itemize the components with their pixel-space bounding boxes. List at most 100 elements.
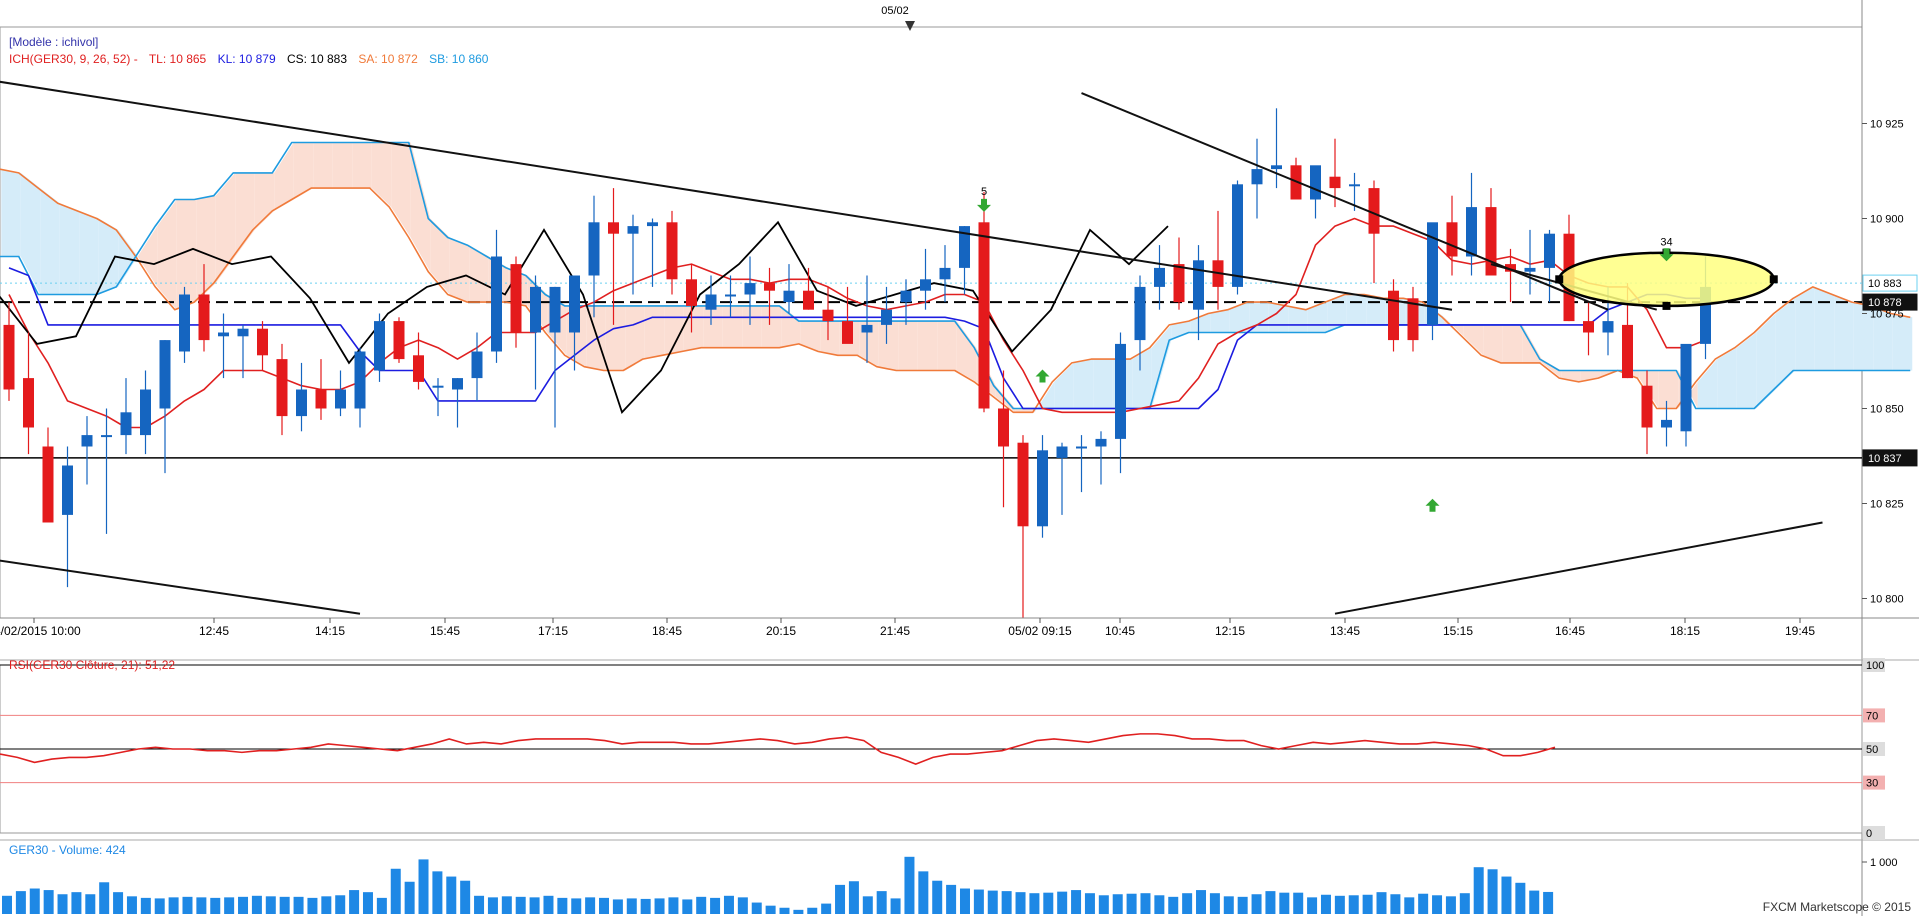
candle[interactable] [354, 347, 366, 428]
candle[interactable] [335, 370, 346, 417]
candle[interactable] [861, 275, 873, 363]
candle[interactable] [1388, 279, 1399, 352]
candle[interactable] [803, 267, 814, 310]
candle[interactable] [81, 416, 93, 485]
candle[interactable] [3, 302, 15, 401]
candle[interactable] [1076, 435, 1087, 493]
candle[interactable] [783, 264, 795, 314]
candle[interactable] [276, 343, 288, 436]
candle[interactable] [471, 332, 483, 401]
candle-body [1115, 343, 1126, 439]
ellipse-handle[interactable] [1555, 275, 1564, 284]
candle[interactable] [296, 362, 307, 432]
ellipse-handle[interactable] [1769, 275, 1778, 284]
candle[interactable] [842, 286, 853, 344]
candle[interactable] [198, 264, 210, 352]
candle[interactable] [1095, 431, 1107, 485]
price-badge [1862, 293, 1918, 311]
candle[interactable] [1407, 286, 1419, 352]
candle[interactable] [822, 286, 834, 341]
candle[interactable] [257, 321, 268, 371]
trendline[interactable] [1334, 521, 1823, 615]
candle[interactable] [1329, 138, 1341, 208]
trendline[interactable] [0, 80, 1453, 311]
cloud-segment [1873, 305, 1893, 371]
volume-bar [1209, 893, 1220, 914]
candle[interactable] [393, 317, 405, 363]
candle[interactable] [666, 210, 678, 295]
candle[interactable] [1524, 229, 1536, 295]
candle[interactable] [627, 214, 639, 295]
candle[interactable] [647, 218, 658, 287]
candle[interactable] [608, 188, 619, 325]
candle[interactable] [237, 324, 249, 379]
candle[interactable] [42, 427, 54, 523]
candle[interactable] [1505, 248, 1516, 303]
candle[interactable] [315, 359, 327, 420]
candle[interactable] [1115, 332, 1126, 474]
candle[interactable] [452, 378, 463, 428]
candle[interactable] [1134, 275, 1146, 371]
candle[interactable] [1310, 165, 1321, 219]
candle[interactable] [1173, 237, 1185, 310]
top-date-marker-icon[interactable] [905, 21, 915, 31]
candle[interactable] [1251, 138, 1263, 219]
candle[interactable] [120, 378, 132, 455]
candle[interactable] [569, 275, 580, 371]
time-tick-label: 14:15 [315, 624, 345, 638]
candle[interactable] [588, 195, 600, 318]
candle[interactable] [978, 191, 990, 413]
time-tick-label: 16:45 [1555, 624, 1585, 638]
candle[interactable] [939, 245, 951, 303]
candle[interactable] [1017, 435, 1029, 618]
candle[interactable] [705, 275, 717, 325]
candle[interactable] [725, 275, 736, 318]
volume-bar [1543, 891, 1554, 914]
candle[interactable] [998, 370, 1009, 508]
candle[interactable] [1641, 370, 1653, 455]
candle[interactable] [881, 286, 892, 344]
candle[interactable] [432, 378, 444, 417]
candle[interactable] [101, 408, 112, 534]
candle[interactable] [1427, 222, 1438, 341]
candle[interactable] [744, 256, 756, 325]
candle[interactable] [374, 313, 385, 382]
candle[interactable] [1485, 188, 1497, 276]
volume-bar [251, 895, 262, 914]
candle[interactable] [140, 370, 151, 455]
candle[interactable] [159, 340, 171, 474]
volume-bar [1362, 894, 1373, 914]
candle[interactable] [1680, 343, 1692, 447]
candle[interactable] [62, 446, 73, 588]
candle[interactable] [920, 248, 931, 310]
candle[interactable] [1661, 400, 1672, 447]
candle[interactable] [549, 286, 561, 428]
candle[interactable] [1154, 245, 1165, 310]
candle[interactable] [218, 313, 229, 379]
candle[interactable] [1466, 172, 1477, 276]
candle[interactable] [491, 229, 502, 363]
volume-bar [1126, 893, 1137, 914]
candle[interactable] [959, 226, 970, 295]
candle[interactable] [1544, 229, 1555, 303]
candle[interactable] [1056, 442, 1068, 515]
candle[interactable] [1583, 302, 1594, 356]
candle[interactable] [413, 332, 424, 390]
candle[interactable] [900, 279, 912, 325]
trendline[interactable] [1081, 92, 1609, 311]
candle[interactable] [686, 264, 697, 333]
candle[interactable] [1368, 180, 1380, 284]
candle[interactable] [764, 267, 775, 325]
candle[interactable] [1037, 435, 1048, 538]
candle-body [1349, 184, 1360, 187]
candle[interactable] [510, 256, 522, 348]
candle[interactable] [530, 275, 541, 390]
candle[interactable] [179, 286, 190, 363]
ellipse-handle[interactable] [1662, 301, 1671, 310]
candle[interactable] [23, 332, 34, 455]
candle[interactable] [1193, 245, 1204, 341]
volume-bar [529, 897, 540, 914]
candle[interactable] [1271, 108, 1282, 189]
trendline[interactable] [0, 559, 361, 615]
candle[interactable] [1446, 195, 1458, 276]
